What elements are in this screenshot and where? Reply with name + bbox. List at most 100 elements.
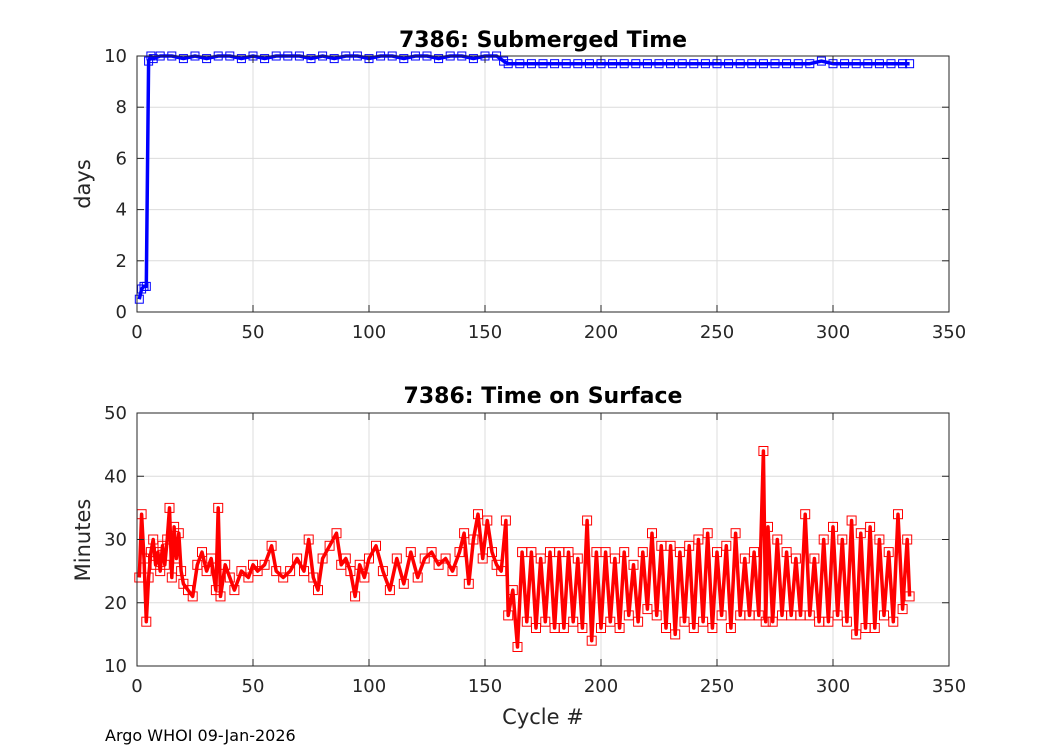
surface-data-point bbox=[763, 521, 773, 532]
submerged-data-point bbox=[631, 59, 641, 69]
surface-data-point bbox=[869, 623, 880, 633]
surface-data-point bbox=[454, 547, 465, 558]
surface-y-tick-label: 40 bbox=[104, 466, 127, 487]
submerged-data-point bbox=[550, 59, 560, 69]
surface-data-point bbox=[243, 572, 254, 583]
surface-data-point bbox=[197, 547, 207, 558]
submerged-data-point bbox=[735, 59, 745, 69]
surface-data-point bbox=[674, 547, 685, 558]
surface-data-point bbox=[371, 540, 381, 551]
surface-data-point bbox=[609, 553, 620, 564]
surface-x-tick-label: 200 bbox=[584, 676, 618, 697]
surface-data-point bbox=[888, 616, 899, 627]
submerged-plot-area bbox=[137, 56, 949, 312]
surface-data-point bbox=[285, 566, 296, 577]
footer-credit: Argo WHOI 09-Jan-2026 bbox=[105, 726, 296, 745]
surface-data-point bbox=[781, 547, 792, 558]
submerged-y-tick-label: 10 bbox=[104, 46, 127, 67]
submerged-x-tick-label: 150 bbox=[468, 322, 502, 343]
submerged-data-point bbox=[608, 59, 618, 69]
submerged-data-point bbox=[178, 54, 188, 64]
submerged-data-point bbox=[898, 59, 908, 69]
surface-data-point bbox=[558, 623, 569, 633]
surface-x-axis-label: Cycle # bbox=[502, 705, 584, 729]
submerged-data-point bbox=[503, 59, 513, 69]
submerged-data-point bbox=[584, 59, 594, 69]
surface-data-point bbox=[496, 566, 507, 577]
submerged-y-tick-label: 8 bbox=[116, 97, 127, 118]
surface-data-point bbox=[540, 616, 551, 627]
surface-data-point bbox=[837, 534, 848, 545]
surface-y-tick-label: 50 bbox=[104, 403, 127, 424]
submerged-x-tick-label: 100 bbox=[352, 322, 386, 343]
surface-data-point bbox=[758, 446, 769, 456]
submerged-data-point bbox=[840, 59, 850, 69]
submerged-x-tick-label: 50 bbox=[242, 322, 265, 343]
surface-data-point bbox=[521, 616, 532, 627]
submerged-data-point bbox=[468, 54, 478, 64]
surface-data-point bbox=[271, 566, 282, 577]
surface-data-point bbox=[331, 528, 342, 539]
surface-data-point bbox=[628, 559, 639, 570]
surface-x-tick-label: 300 bbox=[816, 676, 850, 697]
surface-data-point bbox=[716, 610, 727, 621]
surface-data-point bbox=[468, 534, 479, 545]
surface-data-point bbox=[162, 534, 173, 545]
surface-data-point bbox=[148, 534, 159, 545]
surface-data-point bbox=[883, 547, 894, 558]
surface-data-point bbox=[874, 534, 885, 545]
surface-data-point bbox=[623, 610, 634, 621]
submerged-data-point bbox=[134, 294, 144, 304]
submerged-data-point bbox=[236, 54, 246, 64]
submerged-data-point bbox=[144, 56, 154, 66]
surface-data-point bbox=[712, 547, 722, 558]
submerged-data-point bbox=[499, 56, 509, 66]
surface-data-point bbox=[317, 553, 328, 564]
surface-data-point bbox=[459, 528, 470, 539]
surface-data-point bbox=[143, 572, 154, 583]
surface-data-point bbox=[753, 610, 764, 621]
submerged-data-point bbox=[851, 59, 861, 69]
surface-x-tick-label: 0 bbox=[131, 676, 142, 697]
surface-data-point bbox=[477, 553, 488, 564]
submerged-y-tick-label: 0 bbox=[116, 302, 127, 323]
surface-data-point bbox=[702, 528, 713, 539]
surface-data-point bbox=[572, 553, 583, 564]
surface-data-point bbox=[790, 553, 801, 564]
submerged-data-point bbox=[202, 54, 212, 64]
submerged-data-point bbox=[816, 56, 826, 66]
surface-data-point bbox=[568, 616, 579, 627]
surface-data-point bbox=[236, 566, 247, 577]
surface-data-point bbox=[721, 540, 732, 551]
surface-data-point bbox=[535, 553, 546, 564]
submerged-axes-box bbox=[136, 55, 950, 313]
surface-data-point bbox=[391, 553, 402, 564]
submerged-x-tick-label: 300 bbox=[816, 322, 850, 343]
surface-data-point bbox=[433, 559, 444, 570]
submerged-data-point bbox=[538, 59, 548, 69]
submerged-data-point bbox=[141, 281, 151, 291]
submerged-data-point bbox=[874, 59, 884, 69]
surface-data-point bbox=[313, 585, 323, 596]
surface-data-point bbox=[642, 604, 653, 615]
surface-x-tick-label: 250 bbox=[700, 676, 734, 697]
surface-data-point bbox=[698, 616, 709, 627]
surface-data-point bbox=[419, 553, 430, 564]
surface-data-point bbox=[292, 553, 303, 564]
surface-data-point bbox=[739, 553, 750, 564]
surface-data-point bbox=[350, 591, 361, 602]
surface-data-point bbox=[141, 616, 152, 627]
submerged-data-point bbox=[905, 59, 915, 69]
submerged-data-point bbox=[677, 59, 687, 69]
surface-data-point bbox=[725, 623, 736, 633]
submerged-x-tick-label: 200 bbox=[584, 322, 618, 343]
surface-x-tick-label: 50 bbox=[242, 676, 265, 697]
submerged-y-tick-label: 6 bbox=[116, 148, 127, 169]
surface-data-point bbox=[447, 566, 458, 577]
surface-data-point bbox=[637, 547, 648, 558]
surface-data-point bbox=[684, 540, 695, 551]
surface-data-point bbox=[879, 610, 889, 621]
surface-data-point bbox=[139, 553, 149, 564]
submerged-data-point bbox=[747, 59, 757, 69]
surface-data-point bbox=[171, 553, 182, 564]
